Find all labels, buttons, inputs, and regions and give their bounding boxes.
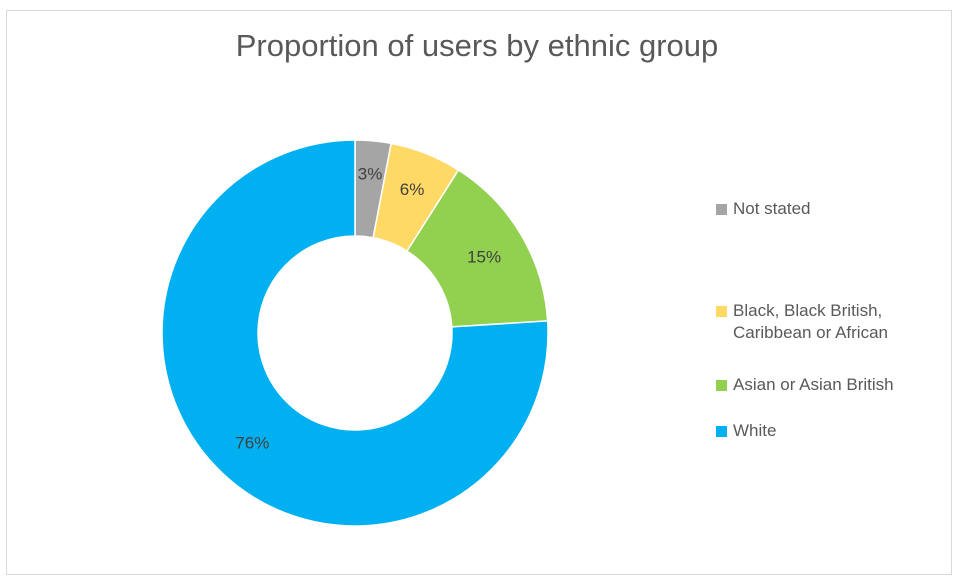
slice-3 (161, 139, 549, 527)
legend-label: White (733, 421, 777, 440)
data-label-0: 3% (358, 165, 383, 184)
chart-title: Proportion of users by ethnic group (235, 28, 719, 63)
legend-swatch (716, 426, 727, 437)
legend-swatch (716, 380, 727, 391)
legend-label: Not stated (733, 199, 811, 218)
legend-label: Asian or Asian British (733, 375, 894, 394)
data-label-2: 15% (467, 248, 501, 267)
data-label-3: 76% (235, 433, 269, 452)
legend-swatch (716, 306, 727, 317)
legend-label: Black, Black British, Caribbean or Afric… (733, 301, 888, 342)
legend-swatch (716, 204, 727, 215)
data-label-1: 6% (400, 180, 425, 199)
